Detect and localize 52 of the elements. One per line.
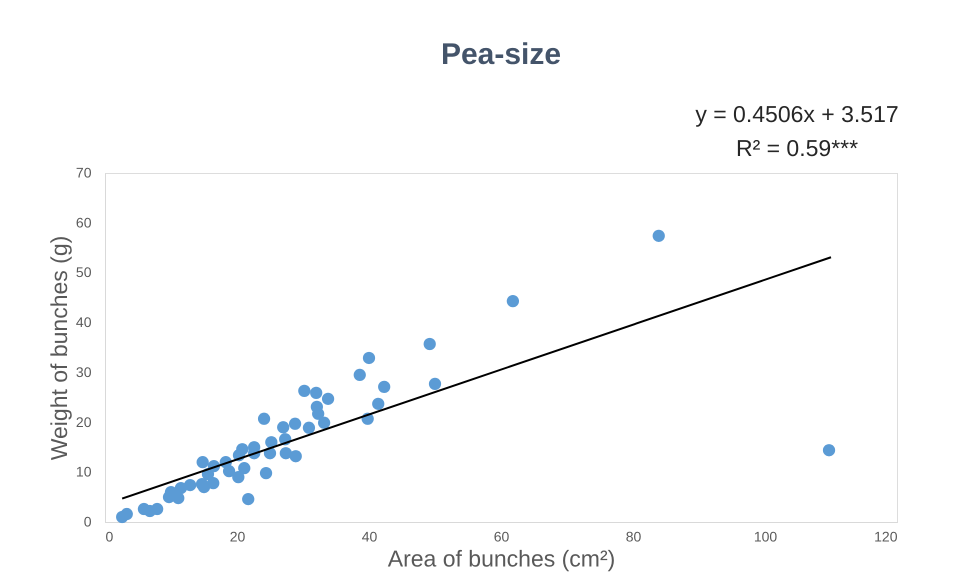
y-tick-label: 20 xyxy=(76,414,92,430)
x-tick-label: 40 xyxy=(362,528,378,544)
point xyxy=(652,230,665,242)
point xyxy=(354,368,366,382)
point xyxy=(428,378,442,390)
y-axis-title: Weight of bunches (g) xyxy=(46,236,72,460)
x-tick-label: 80 xyxy=(626,528,642,544)
point xyxy=(236,443,248,456)
text: y = 0.4506x + 3.517 xyxy=(695,101,899,127)
x-tick-label: 60 xyxy=(494,528,510,544)
point xyxy=(822,444,836,456)
point xyxy=(242,492,254,506)
point xyxy=(310,386,322,399)
point xyxy=(277,421,290,434)
point xyxy=(260,467,272,480)
point xyxy=(172,492,184,504)
y-tick-label: 30 xyxy=(76,364,92,380)
x-tick-label: 20 xyxy=(230,528,246,544)
point xyxy=(184,478,196,492)
point xyxy=(506,295,520,308)
point xyxy=(322,392,334,405)
point xyxy=(238,462,250,474)
point xyxy=(232,471,244,484)
point xyxy=(288,418,302,430)
point xyxy=(298,384,310,397)
point xyxy=(302,422,316,434)
point xyxy=(222,465,236,478)
y-tick-label: 60 xyxy=(76,214,92,230)
y-tick-label: 0 xyxy=(84,514,92,530)
y-tick-label: 10 xyxy=(76,464,92,480)
y-tick-label: 50 xyxy=(76,264,92,280)
point xyxy=(424,338,436,350)
point xyxy=(312,408,324,420)
y-tick-label: 40 xyxy=(76,314,92,330)
point xyxy=(258,412,270,425)
point xyxy=(378,380,390,393)
x-tick-label: 0 xyxy=(106,528,114,544)
x-tick-label: 120 xyxy=(874,528,898,544)
x-axis-title: Area of bunches (cm²) xyxy=(388,546,616,572)
text: R² = 0.59*** xyxy=(736,135,858,161)
point xyxy=(280,447,292,460)
point xyxy=(151,502,164,516)
point xyxy=(362,352,376,364)
point xyxy=(318,416,330,429)
x-tick-label: 100 xyxy=(754,528,778,544)
point xyxy=(120,508,133,520)
y-tick-label: 70 xyxy=(76,164,92,180)
point xyxy=(372,398,384,410)
point xyxy=(196,456,209,468)
point xyxy=(207,477,220,490)
chart-title: Pea-size xyxy=(440,38,562,71)
point xyxy=(290,450,302,462)
